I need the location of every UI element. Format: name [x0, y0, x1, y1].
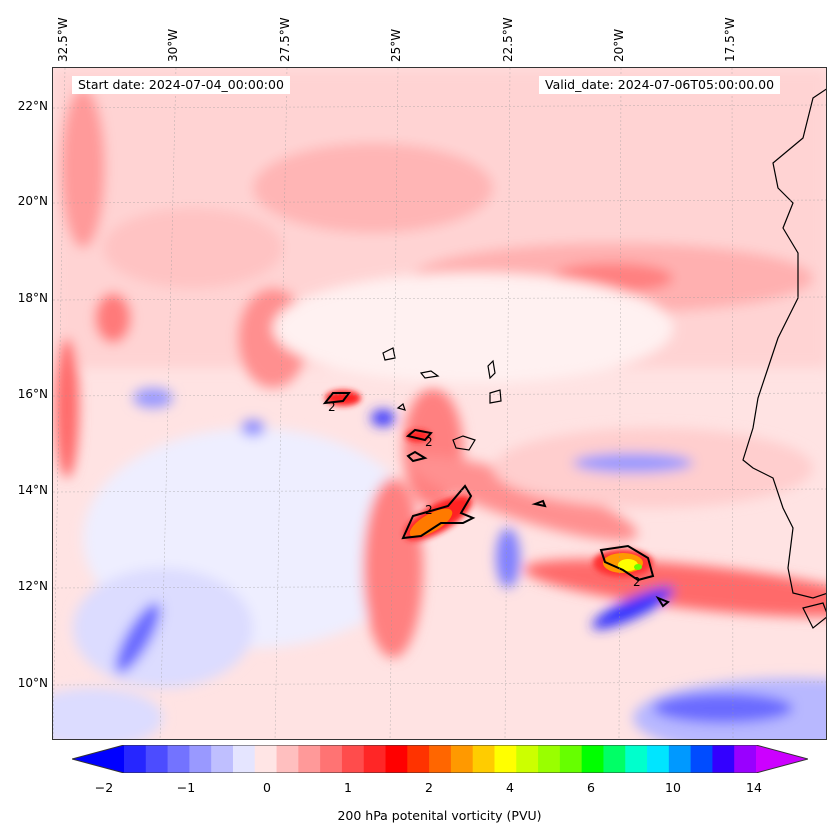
lon-label: 20°W: [612, 28, 626, 62]
contour-label: 2: [633, 575, 641, 589]
pv-hotspots: [409, 508, 643, 573]
graticule: [53, 68, 826, 739]
colorbar-segment: [472, 745, 495, 773]
colorbar-tick: 1: [344, 780, 352, 795]
colorbar-tick: −2: [94, 780, 114, 795]
colorbar-tick: 2: [425, 780, 433, 795]
colorbar-segment: [254, 745, 278, 773]
colorbar-segment: [189, 745, 212, 773]
colorbar-segment: [320, 745, 343, 773]
colorbar-segment: [407, 745, 430, 773]
colorbar-segment: [734, 745, 757, 773]
pv-field-pattern: [53, 68, 826, 739]
colorbar-segment: [298, 745, 321, 773]
colorbar-segment: [145, 745, 169, 773]
contour-label: 2: [328, 400, 336, 414]
pv-field-svg: 2 2 2 2: [53, 68, 826, 739]
contour-label: 2: [425, 503, 433, 517]
colorbar-tick: −1: [176, 780, 196, 795]
lon-label: 30°W: [166, 28, 180, 62]
lon-label: 32.5°W: [56, 17, 70, 62]
start-date-label: Start date: 2024-07-04_00:00:00: [72, 76, 290, 94]
colorbar: [70, 744, 810, 774]
lat-label: 10°N: [17, 676, 48, 690]
colorbar-segment: [450, 745, 474, 773]
colorbar-ticks: −2 −1 0 1 2 4 6 10 14: [0, 780, 837, 796]
lat-label: 18°N: [17, 291, 48, 305]
lat-label: 20°N: [17, 194, 48, 208]
colorbar-segment: [603, 745, 626, 773]
colorbar-segment: [429, 745, 452, 773]
lat-label: 22°N: [17, 99, 48, 113]
lon-label: 27.5°W: [278, 17, 292, 62]
colorbar-segment: [385, 745, 408, 773]
colorbar-segment: [363, 745, 387, 773]
colorbar-tick: 14: [746, 780, 762, 795]
colorbar-segment: [690, 745, 713, 773]
pv-2-contours: [322, 392, 670, 608]
lon-label: 25°W: [389, 28, 403, 62]
coastlines: [382, 88, 826, 629]
colorbar-segment: [647, 745, 670, 773]
colorbar-tick: 10: [665, 780, 681, 795]
lon-label: 22.5°W: [501, 17, 515, 62]
lat-label: 16°N: [17, 387, 48, 401]
colorbar-extend-max: [756, 745, 808, 773]
colorbar-segment: [581, 745, 604, 773]
colorbar-extend-min: [72, 745, 124, 773]
contour-label: 2: [425, 435, 433, 449]
colorbar-tick: 0: [263, 780, 271, 795]
colorbar-segment: [625, 745, 648, 773]
colorbar-segment: [276, 745, 299, 773]
colorbar-segment: [211, 745, 234, 773]
colorbar-label: 200 hPa potenital vorticity (PVU): [337, 808, 542, 823]
colorbar-segment: [516, 745, 539, 773]
valid-date-label: Valid_date: 2024-07-06T05:00:00.00: [539, 76, 781, 94]
colorbar-segment: [538, 745, 561, 773]
colorbar-svg: [70, 744, 810, 774]
colorbar-segment: [341, 745, 365, 773]
colorbar-segment: [124, 745, 147, 773]
colorbar-segment: [494, 745, 517, 773]
colorbar-tick: 6: [587, 780, 595, 795]
contour-labels: 2 2 2 2: [328, 400, 641, 589]
colorbar-tick: 4: [506, 780, 514, 795]
colorbar-segment: [668, 745, 692, 773]
colorbar-segment: [167, 745, 190, 773]
colorbar-segment: [559, 745, 583, 773]
pv-map: 2 2 2 2: [52, 67, 827, 740]
colorbar-segment: [232, 745, 256, 773]
lat-label: 12°N: [17, 579, 48, 593]
lon-label: 17.5°W: [723, 17, 737, 62]
colorbar-segment: [712, 745, 735, 773]
lat-label: 14°N: [17, 483, 48, 497]
